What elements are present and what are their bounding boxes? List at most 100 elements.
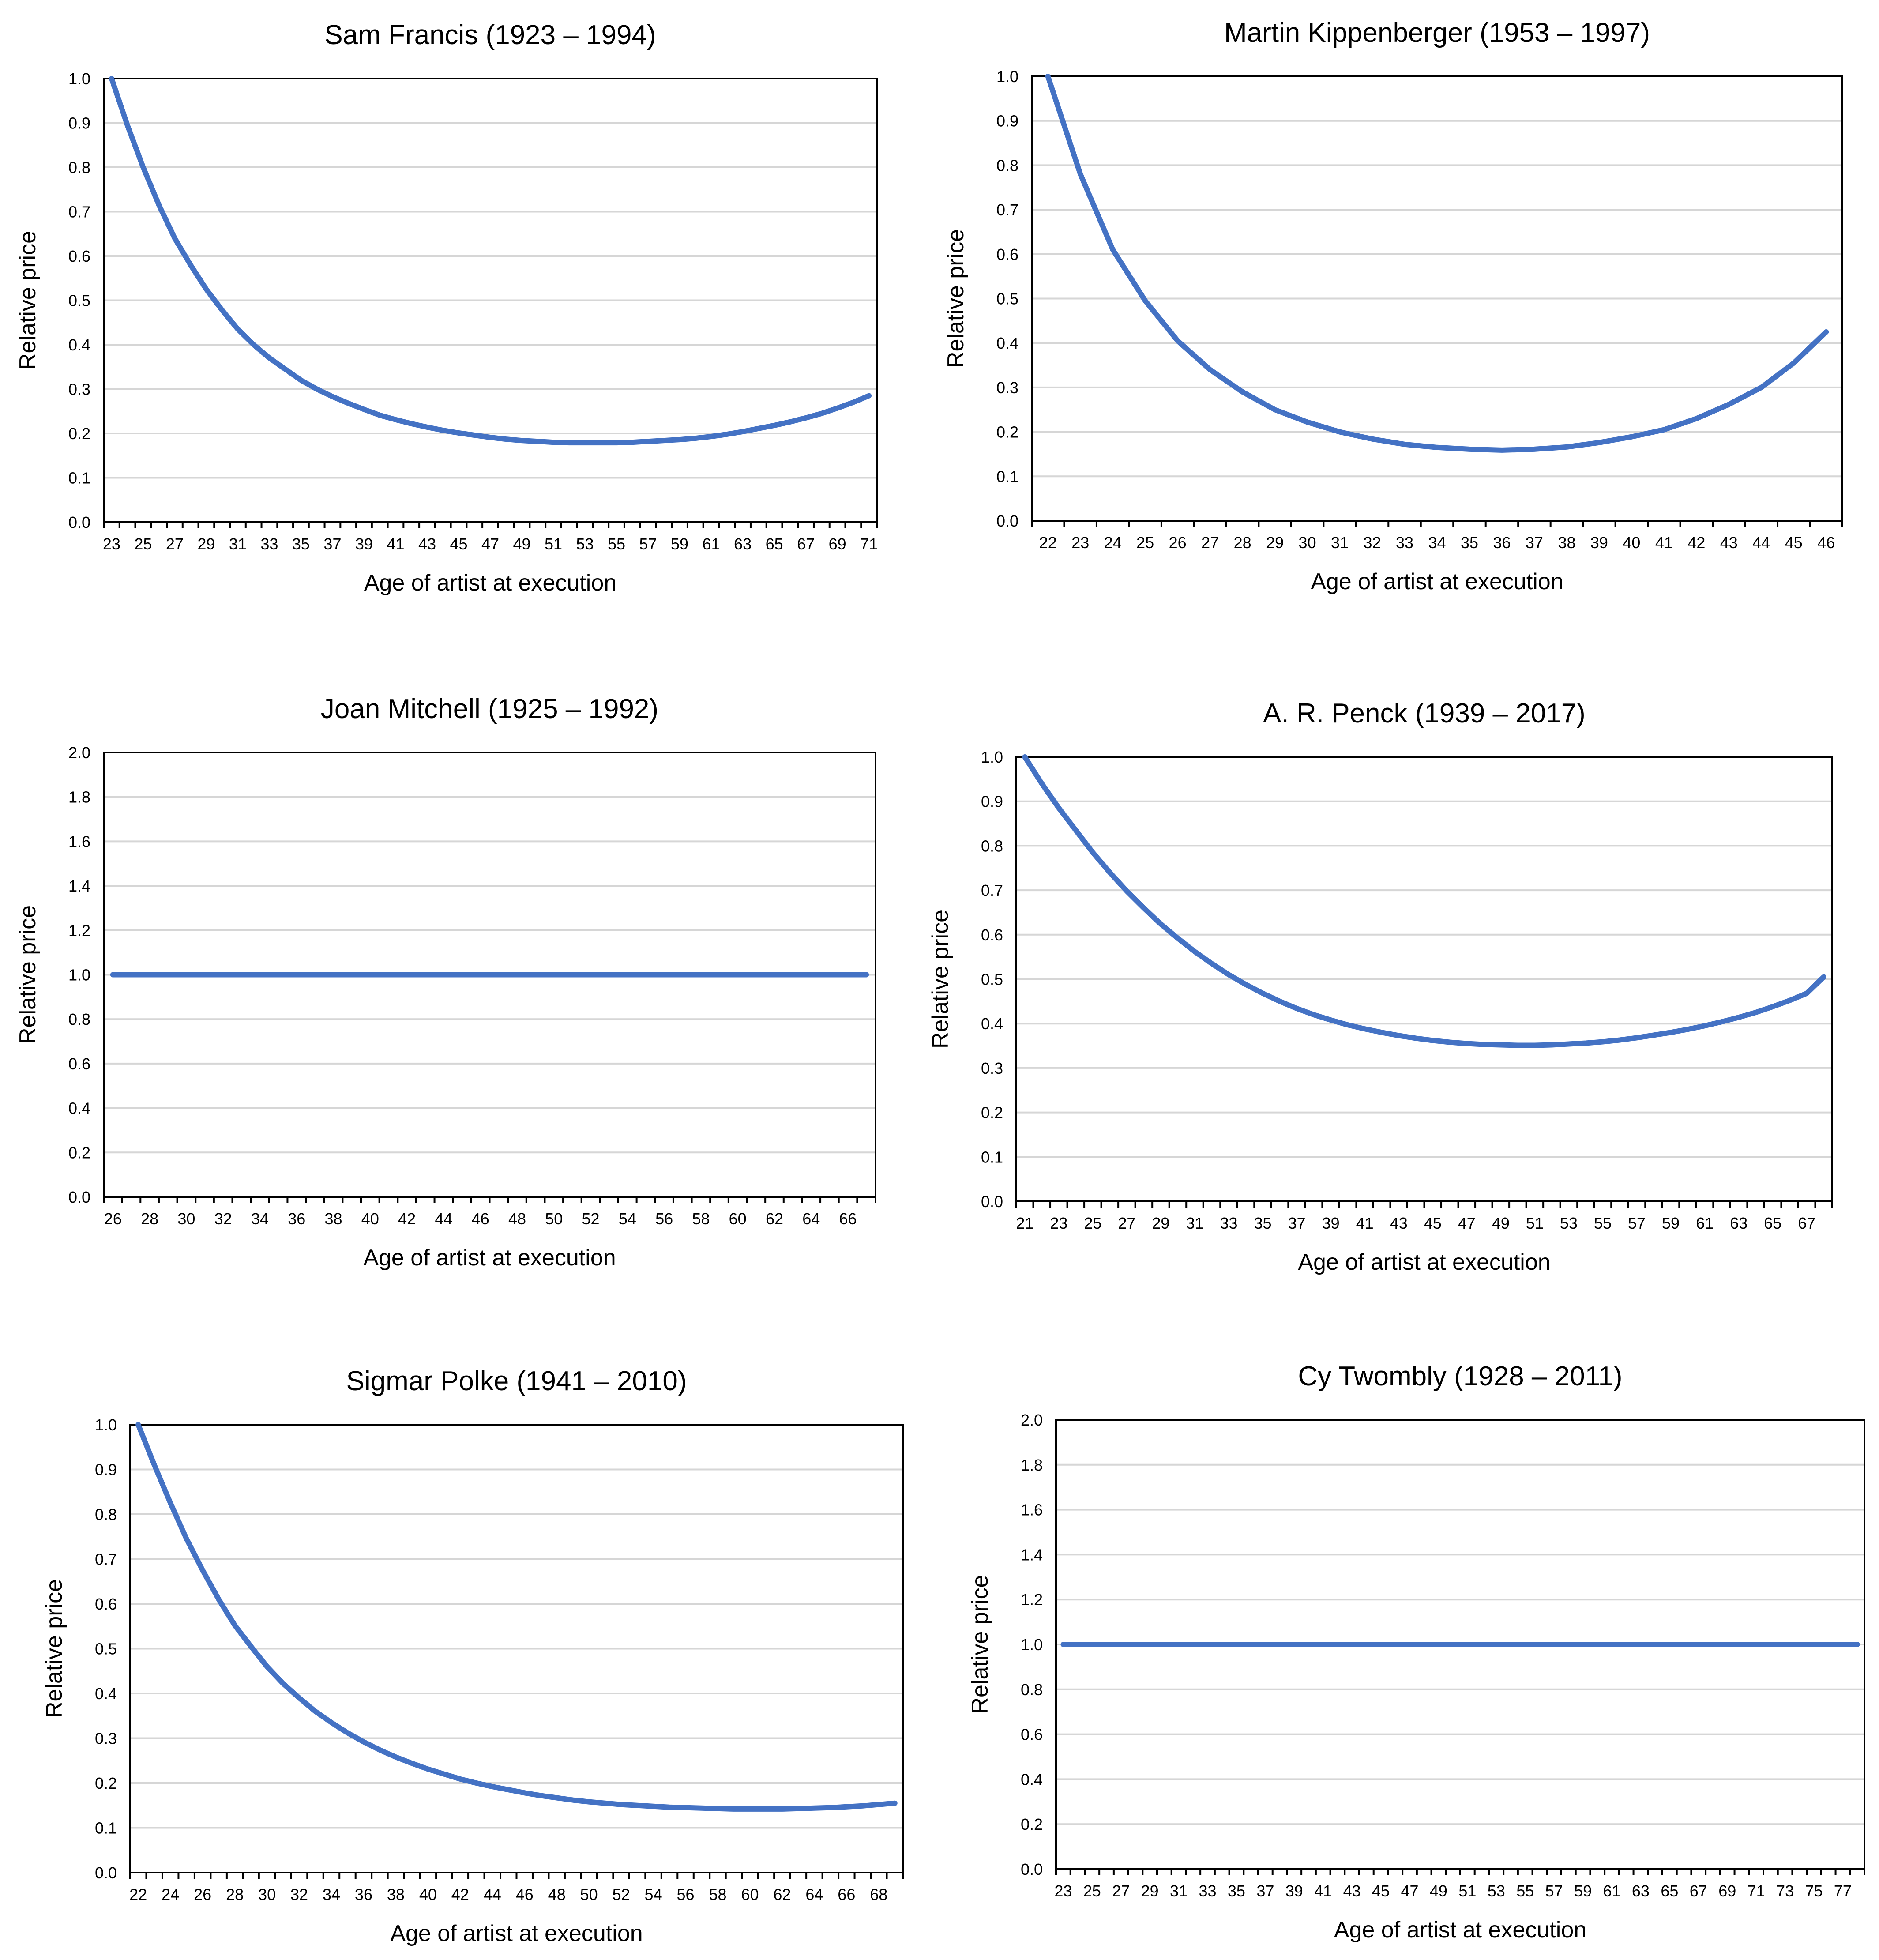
x-tick-label: 44 [1752, 534, 1770, 552]
data-point [602, 1801, 608, 1806]
data-point [717, 972, 722, 978]
chart-title: Joan Mitchell (1925 – 1992) [321, 694, 658, 724]
x-tick-label: 54 [619, 1210, 636, 1228]
y-tick-label: 1.4 [68, 877, 90, 895]
data-point [1402, 442, 1407, 447]
x-tick-label: 45 [1785, 534, 1803, 552]
x-tick-label: 39 [1322, 1214, 1340, 1232]
data-point [1821, 974, 1826, 979]
data-point [219, 308, 225, 313]
data-point [1725, 1642, 1730, 1647]
data-point [1840, 1642, 1845, 1647]
data-point [582, 440, 588, 445]
data-point [844, 1804, 849, 1810]
data-point [331, 972, 336, 978]
x-tick-label: 31 [1186, 1214, 1203, 1232]
y-tick-label: 1.2 [1021, 1591, 1043, 1609]
data-point [1078, 172, 1083, 177]
data-point [1022, 754, 1027, 760]
data-point [425, 425, 430, 430]
data-point [1191, 1642, 1196, 1647]
x-tick-label: 51 [1526, 1214, 1544, 1232]
series-line [135, 1422, 898, 1812]
chart-panel-5: 0.0 0.1 0.2 0.3 0.4 0.5 0.6 0.7 0.8 0.9 1.0 22 24 26 2… [41, 1366, 904, 1946]
x-axis-label: Age of artist at execution [1311, 569, 1563, 594]
y-tick-label: 0.2 [981, 1104, 1003, 1122]
data-point [441, 972, 446, 978]
x-tick-label: 25 [1136, 534, 1154, 552]
y-tick-label: 1.4 [1021, 1546, 1043, 1564]
data-point [724, 432, 729, 437]
data-point [349, 972, 354, 978]
x-tick-label: 32 [290, 1885, 308, 1904]
x-tick-label: 33 [1220, 1214, 1237, 1232]
x-tick-label: 65 [1764, 1214, 1781, 1232]
data-point [140, 165, 146, 170]
data-point [1141, 905, 1146, 910]
chart-title: Martin Kippenberger (1953 – 1997) [1224, 18, 1650, 48]
x-tick-label: 50 [545, 1210, 563, 1228]
data-point [441, 1772, 447, 1777]
data-point [661, 438, 666, 443]
chart-panel-4: 0.0 0.1 0.2 0.3 0.4 0.5 0.6 0.7 0.8 0.9 1.0 21 23 25 2… [928, 698, 1833, 1275]
data-point [1515, 1043, 1520, 1048]
x-tick-label: 46 [516, 1885, 534, 1904]
x-tick-label: 41 [387, 535, 404, 553]
x-tick-label: 62 [766, 1210, 783, 1228]
data-point [1133, 1642, 1138, 1647]
data-point [747, 1806, 752, 1812]
x-tick-label: 43 [1343, 1882, 1361, 1900]
data-point [1292, 1642, 1297, 1647]
y-tick-label: 0.9 [95, 1461, 117, 1479]
y-axis-label: Relative price [928, 910, 953, 1049]
x-tick-label: 29 [1266, 534, 1284, 552]
data-point [876, 1802, 881, 1807]
data-point [892, 1801, 898, 1806]
data-point [1378, 1642, 1383, 1647]
data-point [1243, 982, 1248, 987]
y-tick-label: 0.3 [95, 1730, 117, 1748]
x-tick-label: 57 [1628, 1214, 1646, 1232]
x-tick-label: 42 [451, 1885, 469, 1904]
data-point [1260, 991, 1266, 996]
x-tick-label: 71 [1747, 1882, 1765, 1900]
data-point [496, 972, 501, 978]
data-point [1617, 1037, 1622, 1042]
x-tick-label: 29 [197, 535, 215, 553]
x-tick-label: 47 [1458, 1214, 1476, 1232]
x-tick-label: 49 [1492, 1214, 1510, 1232]
data-point [409, 1761, 414, 1766]
data-point [651, 1804, 656, 1809]
data-point [361, 1739, 366, 1745]
x-tick-label: 59 [1574, 1882, 1592, 1900]
x-tick-label: 27 [166, 535, 184, 553]
x-tick-label: 38 [387, 1885, 405, 1904]
data-point [313, 1709, 318, 1714]
data-point [567, 440, 572, 445]
data-point [835, 406, 840, 411]
data-point [614, 440, 619, 445]
x-tick-label: 27 [1118, 1214, 1135, 1232]
data-point [1142, 298, 1148, 304]
x-tick-label: 60 [741, 1885, 759, 1904]
data-point [1580, 1642, 1586, 1647]
x-tick-label: 66 [838, 1885, 855, 1904]
data-point [312, 972, 318, 978]
data-point [1277, 999, 1282, 1004]
y-tick-label: 1.8 [68, 788, 90, 806]
x-tick-label: 37 [323, 535, 341, 553]
data-point [329, 1720, 334, 1725]
data-point [661, 972, 667, 978]
y-tick-label: 0.3 [981, 1059, 1003, 1077]
data-point [1629, 434, 1634, 440]
y-axis-label: Relative price [967, 1575, 993, 1714]
x-tick-label: 28 [141, 1210, 158, 1228]
data-point [393, 417, 398, 422]
data-point [1479, 1642, 1484, 1647]
data-point [635, 1803, 640, 1808]
data-point [368, 972, 373, 978]
x-tick-label: 35 [1254, 1214, 1272, 1232]
data-point [533, 972, 538, 978]
data-point [147, 972, 152, 978]
x-tick-label: 46 [1817, 534, 1835, 552]
